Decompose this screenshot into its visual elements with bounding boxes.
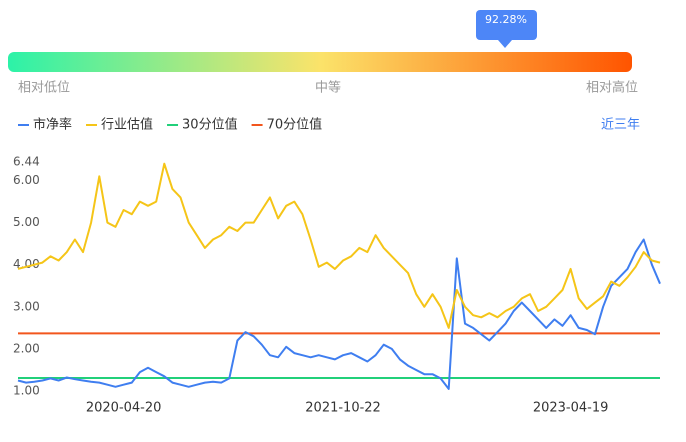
- y-tick-label: 6.00: [13, 173, 40, 187]
- y-tick-label: 5.00: [13, 215, 40, 229]
- y-tick-label: 3.00: [13, 299, 40, 313]
- y-tick-label: 1.00: [13, 384, 40, 398]
- low-label: 相对低位: [18, 81, 70, 96]
- gradient-bar: [8, 52, 632, 72]
- tooltip-text: 92.28%: [485, 13, 527, 26]
- y-tick-label: 6.44: [13, 155, 40, 169]
- legend-label: 70分位值: [267, 117, 323, 133]
- tooltip-arrow: [498, 40, 512, 48]
- x-tick-label: 2020-04-20: [86, 401, 162, 416]
- high-label: 相对高位: [586, 80, 638, 96]
- legend-label: 市净率: [33, 117, 72, 133]
- legend-label: 行业估值: [101, 117, 153, 133]
- mid-label: 中等: [315, 80, 341, 96]
- legend-label: 30分位值: [182, 117, 238, 133]
- data-line: [17, 238, 661, 390]
- y-tick-label: 2.00: [13, 341, 40, 355]
- range-button[interactable]: 近三年: [601, 118, 640, 133]
- x-tick-label: 2021-10-22: [305, 401, 381, 416]
- tooltip: [476, 10, 537, 40]
- data-line: [17, 162, 661, 329]
- x-tick-label: 2023-04-19: [533, 401, 609, 416]
